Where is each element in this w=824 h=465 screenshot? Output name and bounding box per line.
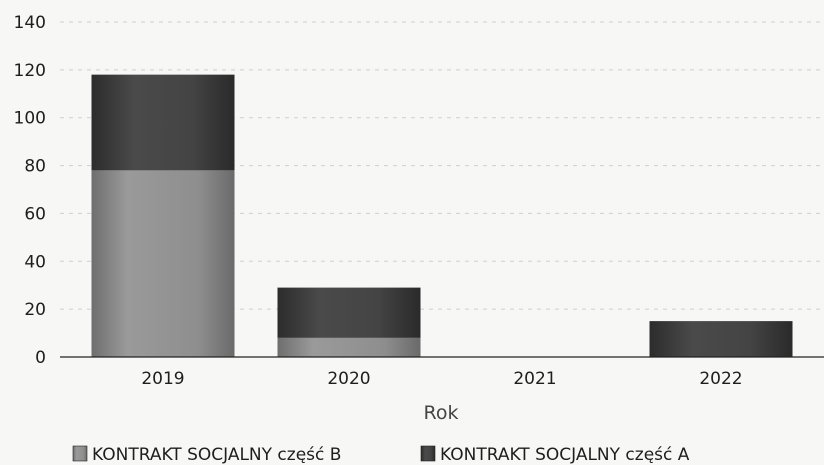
y-tick-label: 80	[24, 157, 46, 177]
y-tick-label: 20	[24, 300, 46, 320]
legend-label: KONTRAKT SOCJALNY część A	[440, 445, 690, 465]
y-tick-label: 40	[24, 252, 46, 272]
legend: KONTRAKT SOCJALNY część B KONTRAKT SOCJAL…	[72, 445, 690, 465]
x-axis-tick-labels: 2019 2020 2021 2022	[141, 369, 742, 389]
bar-2020-series-1	[277, 337, 421, 357]
legend-swatch	[420, 445, 436, 462]
x-axis-title: Rok	[424, 402, 459, 424]
y-tick-label: 60	[24, 204, 46, 224]
x-tick-label: 2019	[141, 369, 184, 389]
y-tick-label: 120	[14, 61, 46, 81]
y-tick-label: 140	[14, 13, 46, 33]
bars	[91, 74, 793, 357]
legend-swatch	[72, 445, 88, 462]
y-tick-label: 0	[35, 348, 46, 368]
x-tick-label: 2020	[327, 369, 370, 389]
bar-2019-series-1	[91, 170, 235, 357]
bar-2022-series-2	[649, 321, 793, 357]
legend-label: KONTRAKT SOCJALNY część B	[92, 445, 341, 465]
bar-2020-series-2	[277, 287, 421, 338]
x-tick-label: 2021	[513, 369, 556, 389]
y-axis-tick-labels: 0 20 40 60 80 100 120 140	[14, 13, 46, 368]
y-tick-label: 100	[14, 109, 46, 129]
x-tick-label: 2022	[699, 369, 742, 389]
bar-2019-series-2	[91, 74, 235, 171]
